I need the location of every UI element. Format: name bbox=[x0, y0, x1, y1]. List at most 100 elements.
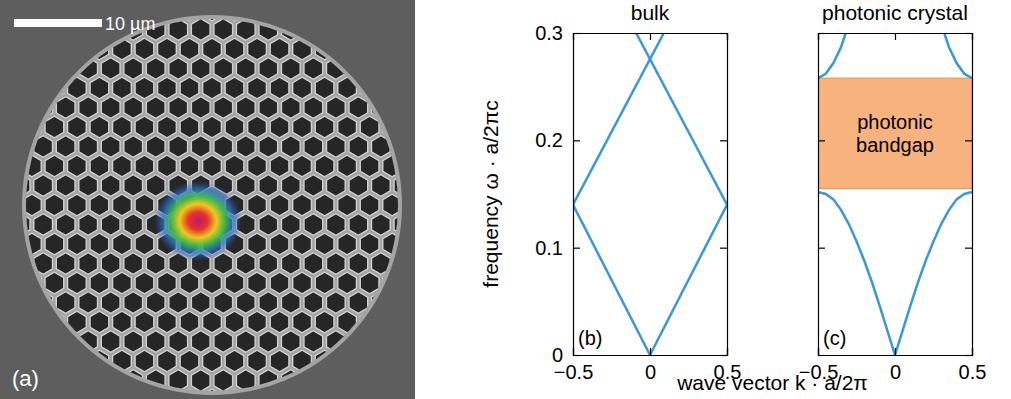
air-hole bbox=[270, 155, 289, 177]
air-hole bbox=[135, 233, 154, 255]
air-hole bbox=[180, 389, 199, 399]
air-hole bbox=[158, 38, 177, 60]
air-hole bbox=[372, 292, 391, 314]
tick-mark bbox=[818, 355, 825, 356]
air-hole bbox=[383, 155, 402, 177]
air-hole bbox=[169, 136, 188, 158]
air-hole bbox=[79, 97, 98, 119]
air-hole bbox=[315, 155, 334, 177]
air-hole bbox=[360, 311, 379, 333]
air-hole bbox=[236, 253, 255, 275]
air-hole bbox=[180, 77, 199, 99]
air-hole bbox=[293, 77, 312, 99]
plot-area bbox=[818, 33, 972, 355]
air-hole bbox=[180, 272, 199, 294]
tick-mark bbox=[818, 248, 825, 249]
tick-mark bbox=[573, 33, 580, 34]
air-hole bbox=[225, 311, 244, 333]
air-hole bbox=[326, 97, 345, 119]
honeycomb bbox=[11, 0, 412, 399]
band-line bbox=[818, 33, 846, 78]
air-hole bbox=[270, 38, 289, 60]
air-hole bbox=[326, 136, 345, 158]
tick-mark bbox=[573, 248, 580, 249]
air-hole bbox=[191, 58, 210, 80]
air-hole bbox=[23, 272, 42, 294]
air-hole bbox=[124, 253, 143, 275]
air-hole bbox=[124, 136, 143, 158]
image-background bbox=[0, 0, 415, 399]
y-axis-right bbox=[720, 34, 728, 356]
tick-mark bbox=[818, 140, 825, 141]
tick-mark bbox=[965, 355, 972, 356]
air-hole bbox=[281, 136, 300, 158]
air-hole bbox=[214, 331, 233, 353]
air-hole bbox=[281, 19, 300, 41]
band-line bbox=[818, 192, 972, 355]
air-hole bbox=[146, 97, 165, 119]
air-hole bbox=[158, 155, 177, 177]
air-hole bbox=[315, 38, 334, 60]
air-hole bbox=[135, 272, 154, 294]
chart-1: −0.500.5photonic crystal(c)photonicbandg… bbox=[799, 1, 987, 383]
air-hole bbox=[56, 292, 75, 314]
air-hole bbox=[248, 77, 267, 99]
tick: 0 bbox=[645, 348, 656, 383]
air-hole bbox=[214, 370, 233, 392]
air-hole bbox=[68, 233, 87, 255]
tick: 0.2 bbox=[535, 129, 580, 151]
air-hole bbox=[225, 116, 244, 138]
air-hole bbox=[68, 155, 87, 177]
tick: 0 bbox=[552, 344, 580, 366]
tick-label: 0.2 bbox=[535, 129, 563, 151]
air-hole bbox=[225, 38, 244, 60]
air-hole bbox=[23, 155, 42, 177]
air-hole bbox=[90, 350, 109, 372]
tick-mark bbox=[818, 33, 825, 34]
air-hole bbox=[304, 136, 323, 158]
air-hole bbox=[270, 233, 289, 255]
air-hole bbox=[90, 311, 109, 333]
air-hole bbox=[45, 77, 64, 99]
air-hole bbox=[349, 214, 368, 236]
air-hole bbox=[259, 253, 278, 275]
tick-label: 0 bbox=[645, 361, 656, 383]
air-hole bbox=[383, 272, 402, 294]
air-hole bbox=[34, 253, 53, 275]
air-hole bbox=[304, 253, 323, 275]
air-hole bbox=[11, 175, 30, 197]
air-hole bbox=[248, 38, 267, 60]
tick: 0.3 bbox=[535, 22, 580, 44]
tick bbox=[720, 140, 727, 141]
tick-mark bbox=[965, 33, 972, 34]
axis-line bbox=[965, 34, 973, 356]
band-gap-label: bandgap bbox=[856, 134, 934, 156]
axis-line bbox=[819, 34, 826, 356]
air-hole bbox=[56, 214, 75, 236]
air-hole bbox=[281, 58, 300, 80]
air-hole bbox=[101, 253, 120, 275]
air-hole bbox=[113, 311, 132, 333]
tick-mark bbox=[573, 140, 580, 141]
tick bbox=[818, 355, 825, 356]
air-hole bbox=[101, 214, 120, 236]
air-hole bbox=[248, 116, 267, 138]
air-hole bbox=[315, 350, 334, 372]
tick bbox=[818, 248, 825, 249]
air-hole bbox=[304, 58, 323, 80]
air-hole bbox=[293, 155, 312, 177]
air-hole bbox=[259, 370, 278, 392]
panel-label: (a) bbox=[12, 366, 39, 391]
air-hole bbox=[180, 350, 199, 372]
air-hole bbox=[90, 233, 109, 255]
air-hole bbox=[214, 136, 233, 158]
air-hole bbox=[34, 136, 53, 158]
air-hole bbox=[45, 272, 64, 294]
tick-mark bbox=[965, 248, 972, 249]
air-hole bbox=[248, 350, 267, 372]
air-hole bbox=[259, 214, 278, 236]
fiber bbox=[22, 15, 402, 395]
air-hole bbox=[101, 331, 120, 353]
air-hole bbox=[124, 331, 143, 353]
tick-label: 0 bbox=[552, 344, 563, 366]
